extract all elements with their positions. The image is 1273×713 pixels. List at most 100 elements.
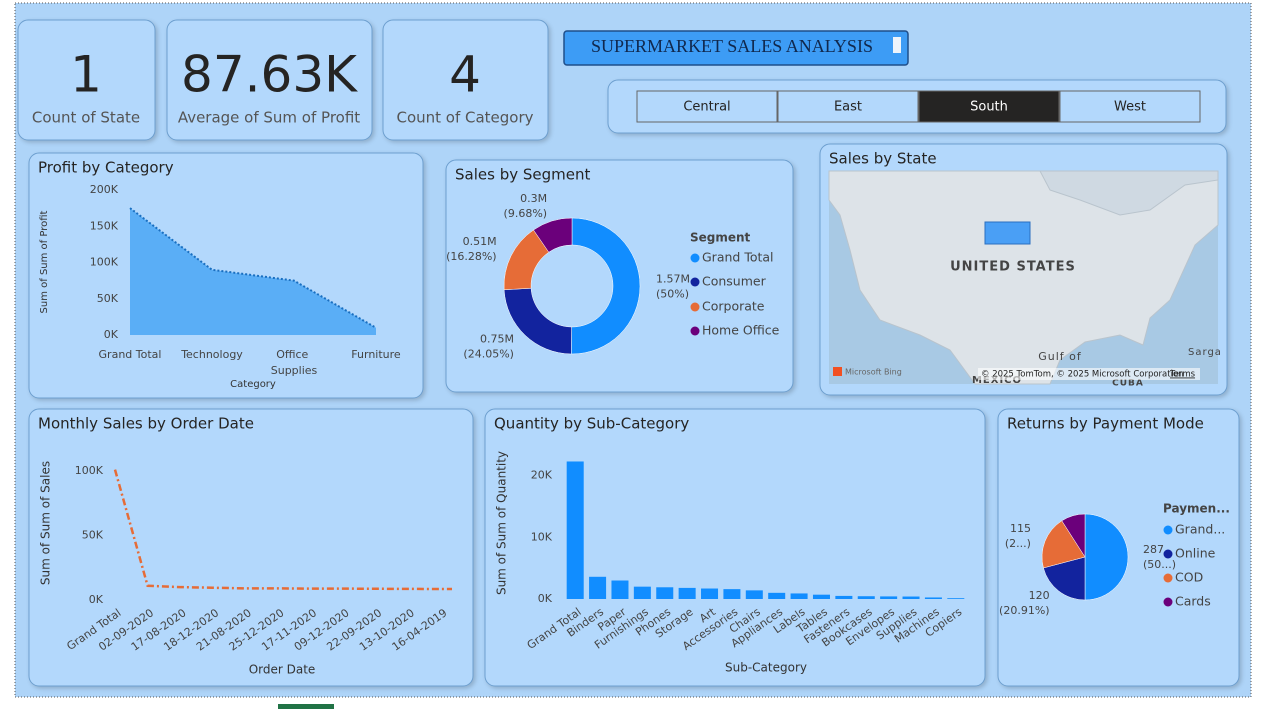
bar: [768, 592, 786, 599]
data-label-percent: (20.91%): [999, 604, 1050, 617]
legend-label[interactable]: Home Office: [702, 323, 780, 338]
title-marker: [893, 37, 901, 53]
y-tick-label: 20K: [531, 469, 553, 482]
map-label: Sarga: [1188, 347, 1222, 358]
y-tick-label: 200K: [90, 183, 119, 196]
x-tick-label: Furniture: [351, 348, 401, 361]
card-value: 4: [449, 46, 481, 104]
slice: [1041, 520, 1086, 569]
title-button: SUPERMARKET SALES ANALYSIS: [563, 30, 909, 66]
slicer-option[interactable]: West: [1114, 100, 1146, 115]
bar: [924, 597, 942, 599]
map-label: CUBA: [1112, 379, 1144, 389]
slicer-option[interactable]: Central: [683, 100, 730, 115]
visual-bar: Quantity by Sub-Category 0K 10K 20K Sub-Cate…: [484, 408, 986, 687]
map-attribution: © 2025 TomTom, © 2025 Microsoft Corporat…: [981, 370, 1184, 380]
legend-marker: [1163, 597, 1173, 607]
data-label: 115: [1010, 522, 1031, 535]
legend-label[interactable]: COD: [1175, 570, 1203, 585]
slicer-option[interactable]: East: [834, 100, 862, 115]
bar: [902, 596, 920, 599]
slice: [571, 217, 641, 355]
legend-label[interactable]: Grand Total: [702, 250, 774, 265]
legend-label[interactable]: Consumer: [702, 274, 767, 289]
legend-label[interactable]: Cards: [1175, 594, 1211, 609]
bar: [857, 596, 875, 599]
bar: [589, 576, 607, 599]
slicer-option[interactable]: South: [970, 100, 1008, 115]
visual-map: Sales by State UNITED STATES Gulf of MEXICO…: [819, 143, 1228, 396]
x-tick-label: Office Supplies: [271, 348, 318, 377]
slicer-button[interactable]: [777, 90, 919, 123]
card: [17, 19, 156, 141]
legend-label[interactable]: Corporate: [702, 299, 765, 314]
slice: [1084, 513, 1129, 601]
data-label: 0.51M: [463, 235, 497, 248]
legend-marker: [1163, 525, 1173, 535]
land: [1039, 170, 1219, 216]
slice: [1043, 556, 1086, 601]
card-label: Count of State: [32, 109, 140, 127]
data-label-percent: (16.28%): [446, 250, 497, 263]
slicer-button[interactable]: [1059, 90, 1201, 123]
y-tick-label: 0K: [89, 593, 104, 606]
bar: [611, 580, 629, 599]
visual-area: Profit by Category 0K 50K 100K 150K 200K Categ…: [28, 152, 424, 399]
x-tick-label: Technology: [180, 348, 243, 361]
data-label: 0.3M: [520, 192, 547, 205]
map-terms[interactable]: Terms: [1169, 370, 1196, 380]
legend-marker: [1163, 549, 1173, 559]
slicer-button[interactable]: [918, 90, 1060, 123]
legend-marker: [1163, 573, 1173, 583]
legend-label[interactable]: Online: [1175, 546, 1216, 561]
legend-marker: [690, 302, 700, 312]
legend-title: Paymen...: [1163, 502, 1230, 516]
chart-title: Returns by Payment Mode: [1007, 415, 1204, 433]
legend-marker: [690, 326, 700, 336]
y-tick-label: 100K: [90, 256, 119, 269]
cards: 1 Count of State 87.63K Average of Sum o…: [17, 19, 549, 141]
line: [129, 207, 377, 329]
data-label: 1.57M: [656, 272, 690, 285]
y-axis-title: Sum of Sum of Sales: [39, 461, 53, 585]
y-axis-title: Sum of Sum of Quantity: [495, 451, 509, 595]
map-label: Gulf of: [1038, 350, 1082, 363]
visual-donut: Sales by Segment 1.57M (50%) 0.75M (24.05%) 0…: [445, 159, 794, 393]
slicer-button[interactable]: [636, 90, 778, 123]
legend-title: Segment: [690, 231, 751, 245]
x-axis-title: Sub-Category: [725, 661, 807, 675]
y-tick-label: 50K: [82, 528, 104, 541]
visual-line: Monthly Sales by Order Date 0K 50K 100K Orde…: [28, 408, 474, 687]
bar: [678, 587, 696, 599]
data-label-percent: (50%): [656, 287, 689, 300]
tab-indicator: [278, 704, 334, 709]
card-value: 1: [70, 46, 102, 104]
map-provider: Microsoft Bing: [845, 368, 902, 377]
map-label: MEXICO: [972, 375, 1022, 386]
card: [382, 19, 549, 141]
chart-title: Monthly Sales by Order Date: [38, 415, 254, 433]
dashboard-title: SUPERMARKET SALES ANALYSIS: [591, 36, 873, 56]
x-axis-title: Order Date: [249, 663, 316, 677]
card-label: Count of Category: [396, 109, 533, 127]
card-value: 87.63K: [181, 46, 358, 104]
bar: [880, 596, 898, 599]
x-tick-label: Grand Total: [99, 348, 162, 361]
data-label-percent: (50...): [1143, 558, 1176, 571]
bar: [656, 587, 674, 599]
bar: [790, 593, 808, 599]
panel: [484, 408, 986, 687]
bar: [566, 461, 584, 599]
area: [130, 208, 376, 335]
chart-title: Sales by Segment: [455, 166, 590, 184]
data-label: 0.75M: [480, 333, 514, 346]
line: [113, 469, 452, 591]
legend-label[interactable]: Grand...: [1175, 522, 1225, 537]
bar: [633, 586, 651, 599]
slicer: Central East South West: [607, 79, 1227, 134]
highlighted-state: [984, 221, 1031, 245]
data-label: 287: [1143, 543, 1164, 556]
bing-logo: [833, 367, 842, 376]
chart-title: Profit by Category: [38, 159, 174, 177]
